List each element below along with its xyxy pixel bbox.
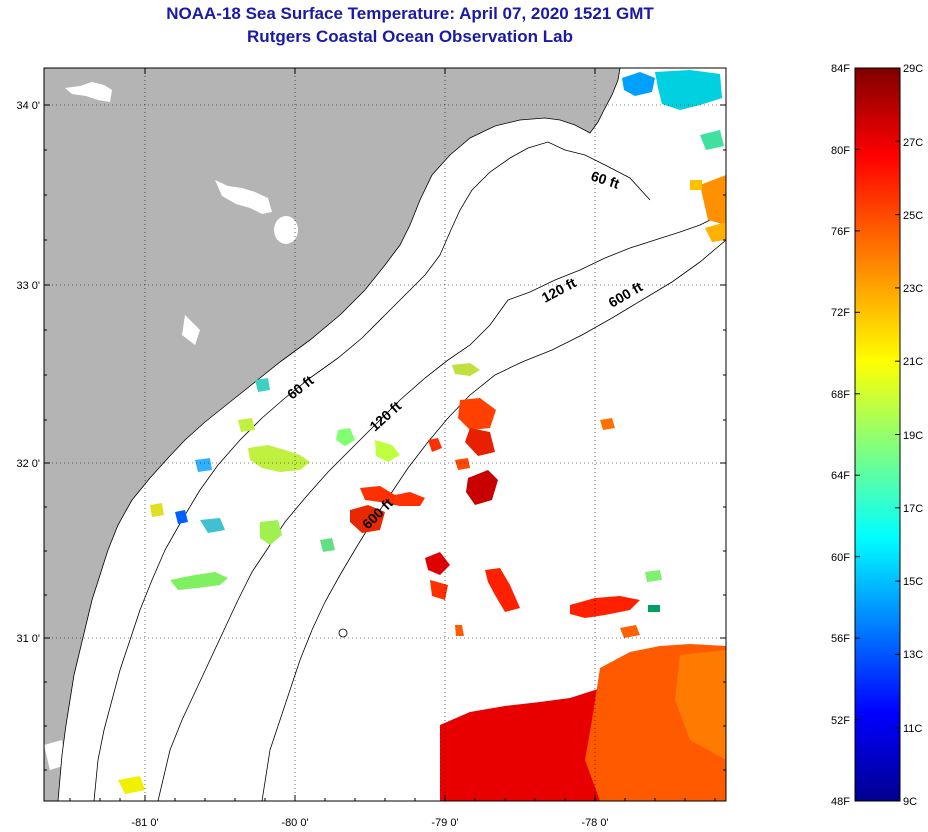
colorbar-f-label: 68F: [831, 389, 850, 401]
lat-label-34: 34 0': [16, 100, 40, 112]
contour-60ft: [93, 141, 651, 801]
lon-label-79: -79 0': [431, 817, 458, 829]
colorbar-c-label: 15C: [903, 576, 923, 588]
colorbar-c-label: 27C: [903, 137, 923, 149]
lat-label-33: 33 0': [16, 280, 40, 292]
colorbar-f-label: 64F: [831, 470, 850, 482]
colorbar-f-label: 72F: [831, 307, 850, 319]
land-mass: [44, 68, 620, 801]
axis-ticks: [44, 68, 726, 801]
lon-label-80: -80 0': [281, 817, 308, 829]
colorbar-c-label: 13C: [903, 649, 923, 661]
contour-600ft: [261, 239, 726, 801]
colorbar-c-label: 29C: [903, 63, 923, 75]
contour-label-600ft-upper: 600 ft: [606, 278, 646, 310]
map-subtitle: Rutgers Coastal Ocean Observation Lab: [247, 27, 573, 46]
lon-label-78: -78 0': [581, 817, 608, 829]
lon-label-81: -81 0': [131, 817, 158, 829]
coastline: [57, 68, 621, 801]
colorbar-c-label: 9C: [903, 796, 917, 808]
contour-120ft: [157, 214, 721, 801]
colorbar-c-label: 23C: [903, 283, 923, 295]
contour-label-120ft-lower: 120 ft: [366, 398, 404, 435]
colorbar-c-label: 25C: [903, 210, 923, 222]
color-bar: [854, 67, 901, 802]
colorbar-c-label: 17C: [903, 503, 923, 515]
colorbar-c-label: 21C: [903, 356, 923, 368]
colorbar-c-label: 19C: [903, 430, 923, 442]
lat-label-31: 31 0': [16, 633, 40, 645]
lat-label-32: 32 0': [16, 458, 40, 470]
colorbar-f-label: 84F: [831, 63, 850, 75]
colorbar-f-label: 60F: [831, 552, 850, 564]
contour-label-120ft-upper: 120 ft: [539, 274, 579, 305]
sst-pixels: [118, 70, 726, 801]
colorbar-f-label: 80F: [831, 145, 850, 157]
colorbar-f-label: 76F: [831, 226, 850, 238]
map-title: NOAA-18 Sea Surface Temperature: April 0…: [166, 4, 654, 23]
colorbar-f-label: 48F: [831, 796, 850, 808]
colorbar-c-label: 11C: [903, 723, 922, 735]
colorbar-f-label: 56F: [831, 633, 850, 645]
colorbar-f-label: 52F: [831, 715, 850, 727]
lat-lon-grid: [44, 68, 726, 801]
inland-water: [44, 82, 298, 770]
